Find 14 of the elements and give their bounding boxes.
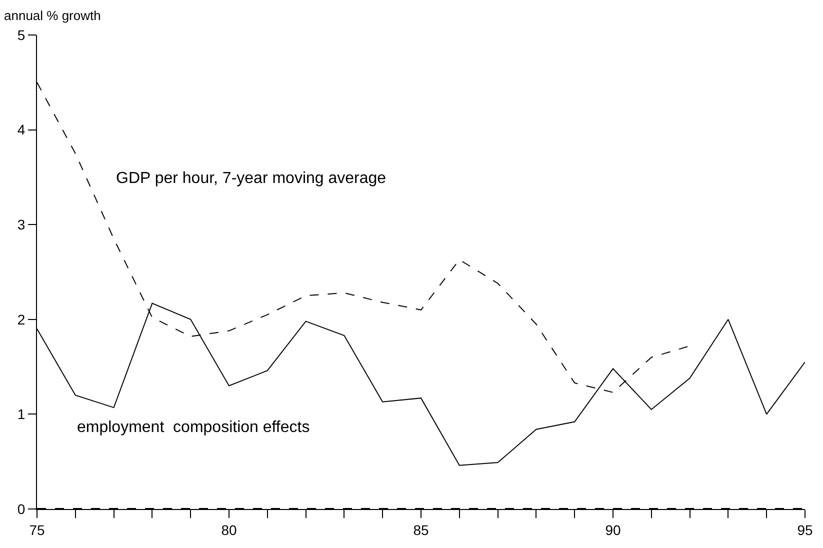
y-tick-label: 5 [17,26,26,43]
y-tick-label: 0 [17,500,26,517]
series-label: GDP per hour, 7-year moving average [116,170,386,187]
y-tick-label: 3 [17,216,26,232]
y-tick-label: 4 [17,122,26,138]
x-tick-label: 80 [221,522,237,538]
x-tick-label: 75 [29,522,45,538]
y-tick-label: 1 [17,406,26,422]
y-axis-title: annual % growth [4,8,101,23]
series-label: employment composition effects [77,419,310,436]
x-tick-label: 95 [797,522,813,538]
x-tick-label: 85 [413,522,429,538]
y-tick-label: 2 [17,311,26,328]
x-tick-label: 90 [605,522,621,538]
